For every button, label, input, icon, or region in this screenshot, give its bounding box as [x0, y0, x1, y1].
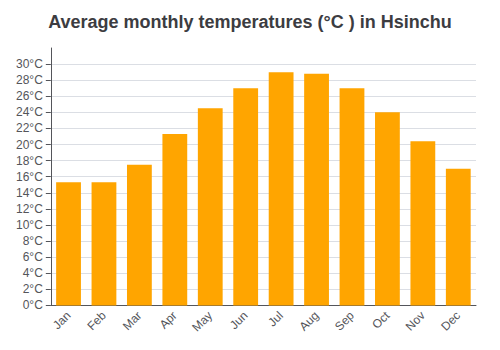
svg-text:Jul: Jul [265, 309, 286, 330]
svg-text:22°C: 22°C [16, 121, 43, 135]
svg-text:Apr: Apr [157, 309, 180, 332]
svg-text:16°C: 16°C [16, 170, 43, 184]
svg-text:Aug: Aug [297, 309, 322, 334]
svg-text:24°C: 24°C [16, 105, 43, 119]
svg-text:May: May [189, 309, 215, 335]
svg-text:4°C: 4°C [23, 266, 43, 280]
svg-text:Sep: Sep [332, 308, 357, 333]
svg-text:Average monthly temperatures (: Average monthly temperatures (°C ) in Hs… [48, 12, 452, 32]
svg-text:12°C: 12°C [16, 202, 43, 216]
svg-text:14°C: 14°C [16, 186, 43, 200]
svg-text:Mar: Mar [120, 309, 145, 333]
svg-text:8°C: 8°C [23, 234, 43, 248]
svg-text:20°C: 20°C [16, 138, 43, 152]
svg-text:0°C: 0°C [23, 298, 43, 312]
svg-text:26°C: 26°C [16, 89, 43, 103]
svg-text:10°C: 10°C [16, 218, 43, 232]
svg-text:Oct: Oct [369, 308, 393, 332]
svg-text:6°C: 6°C [23, 250, 43, 264]
svg-text:Dec: Dec [438, 309, 463, 334]
svg-text:2°C: 2°C [23, 282, 43, 296]
svg-text:18°C: 18°C [16, 154, 43, 168]
svg-text:28°C: 28°C [16, 73, 43, 87]
svg-text:Feb: Feb [84, 308, 109, 333]
svg-text:Jun: Jun [227, 309, 251, 333]
svg-text:30°C: 30°C [16, 57, 43, 71]
svg-text:Jan: Jan [50, 309, 74, 333]
svg-text:Nov: Nov [403, 309, 428, 334]
